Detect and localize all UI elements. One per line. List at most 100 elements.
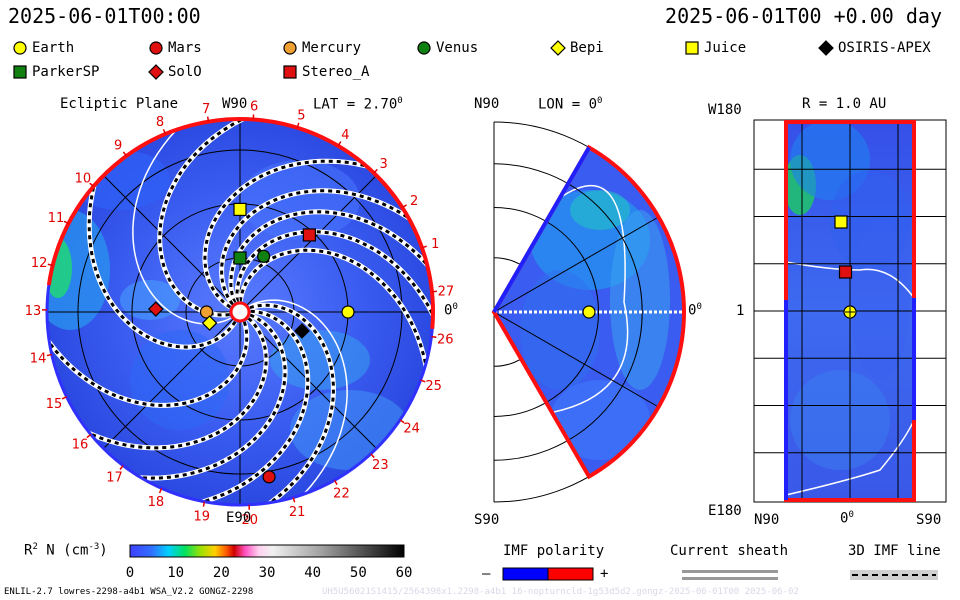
imf-spiral-line (195, 309, 310, 505)
imf-spiral-line (249, 303, 335, 505)
legend-label: Mercury (302, 40, 362, 56)
meridional-boundary-negative (492, 146, 591, 313)
marker-juice (233, 202, 247, 216)
carrington-tick-label: 8 (156, 115, 164, 130)
diamond-icon (148, 64, 164, 80)
legend-label: ParkerSP (32, 64, 100, 80)
ecliptic-density-blob (270, 330, 370, 390)
imf-spiral-line (158, 119, 251, 317)
carrington-tick (401, 204, 407, 209)
legend-item-osiris-apex: OSIRIS-APEX (818, 40, 931, 56)
carrington-tick-label: 11 (48, 211, 65, 226)
legend-label: Venus (436, 40, 479, 56)
marker-bepi (201, 315, 218, 331)
colorbar-tick-label: 10 (167, 565, 184, 581)
imf-spiral-line (133, 313, 287, 480)
carrington-tick-label: 27 (438, 284, 455, 299)
carrington-tick-label: 25 (425, 379, 442, 394)
marker-venus (257, 249, 271, 263)
meridional-grid-ring-inner (545, 221, 600, 403)
marker-stereo-a (838, 265, 853, 279)
colorbar-tick-label: 60 (396, 565, 413, 581)
meridional-top-label: N90 (474, 96, 500, 112)
meridional-density-blob (520, 270, 600, 390)
circle-icon (13, 41, 27, 55)
legend-item-mercury: Mercury (282, 40, 361, 56)
carrington-tick-label: 24 (403, 422, 420, 437)
circle-icon (283, 41, 297, 55)
legend-label: Juice (704, 40, 747, 56)
sheath-line-2 (682, 577, 778, 580)
carrington-tick (431, 290, 437, 293)
carrington-tick-label: 3 (379, 157, 387, 172)
carrington-tick-label: 26 (437, 332, 454, 347)
carrington-tick (333, 479, 338, 485)
carrington-tick (162, 129, 167, 135)
ecliptic-bottom-label: E90 (226, 510, 252, 526)
carrington-tick-label: 7 (202, 102, 210, 117)
marker-earth (582, 305, 596, 319)
carrington-tick-label: 13 (25, 304, 42, 319)
carrington-tick (296, 122, 300, 128)
imf-spiral-line (82, 317, 268, 450)
carrington-tick-label: 4 (341, 128, 349, 143)
imf-positive-swatch (547, 567, 594, 581)
imf-spiral-line (87, 177, 237, 349)
radial-mid-label: 1 (736, 303, 745, 319)
legend-item-parkersp: ParkerSP (12, 64, 99, 80)
square-icon (13, 65, 27, 79)
meridional-boundary (491, 144, 686, 480)
legend-label: Stereo_A (302, 64, 370, 80)
carrington-tick-label: 18 (148, 495, 165, 510)
imf-negative-swatch (502, 567, 549, 581)
imf-spiral-line (220, 189, 416, 306)
meridional-density-blob (610, 210, 670, 390)
current-sheath-title: Current sheath (670, 543, 789, 559)
ecliptic-title: Ecliptic Plane (60, 96, 179, 112)
legend-item-earth: Earth (12, 40, 74, 56)
legend-item-venus: Venus (416, 40, 478, 56)
legend-item-juice: Juice (684, 40, 746, 56)
carrington-tick-label: 21 (289, 505, 306, 520)
colorbar-label: R2 N (cm-3) (24, 542, 108, 559)
carrington-tick (421, 245, 427, 249)
footer-model-info: ENLIL-2.7 lowres-2298-a4b1 WSA_V2.2 GONG… (4, 587, 254, 597)
radial-title: R = 1.0 AU (802, 96, 887, 112)
colorbar-tick-label: 30 (259, 565, 276, 581)
diamond-icon (550, 40, 566, 56)
carrington-tick-label: 12 (31, 256, 48, 271)
imf-spiral-line (238, 248, 429, 373)
meridional-sheath-line (553, 184, 629, 413)
colorbar-tick-label: 50 (350, 565, 367, 581)
timestamp-right: 2025-06-01T00 +0.00 day (665, 4, 942, 28)
marker-osiris-apex (294, 323, 310, 339)
ecliptic-right-label: 00 (444, 302, 458, 319)
imf-minus-label: – (482, 566, 491, 582)
carrington-tick (202, 501, 206, 507)
carrington-tick (431, 335, 437, 339)
sun-marker (229, 301, 251, 323)
legend-label: Mars (168, 40, 202, 56)
ecliptic-lat-label: LAT = 2.700 (313, 96, 403, 113)
current-sheath-line (132, 123, 232, 325)
carrington-tick (122, 151, 128, 157)
marker-earth (341, 305, 355, 319)
meridional-density-blob (550, 380, 650, 460)
meridional-density-blob (570, 190, 630, 230)
legend-label: Earth (32, 40, 75, 56)
carrington-tick (61, 396, 67, 400)
colorbar (129, 544, 405, 558)
radial-panel (753, 119, 947, 503)
ecliptic-top-label: W90 (222, 96, 248, 112)
radial-top-left-label: W180 (708, 102, 742, 118)
meridional-title: LON = 00 (538, 96, 603, 113)
legend-item-stereo-a: Stereo_A (282, 64, 369, 80)
colorbar-tick-label: 40 (304, 565, 321, 581)
marker-parkersp (233, 251, 247, 265)
meridional-right-label: 00 (688, 302, 702, 319)
circle-icon (417, 41, 431, 55)
radial-density-blob (850, 220, 910, 380)
carrington-tick-label: 19 (194, 509, 211, 524)
carrington-tick-label: 1 (431, 237, 439, 252)
colorbar-tick-label: 0 (126, 565, 134, 581)
